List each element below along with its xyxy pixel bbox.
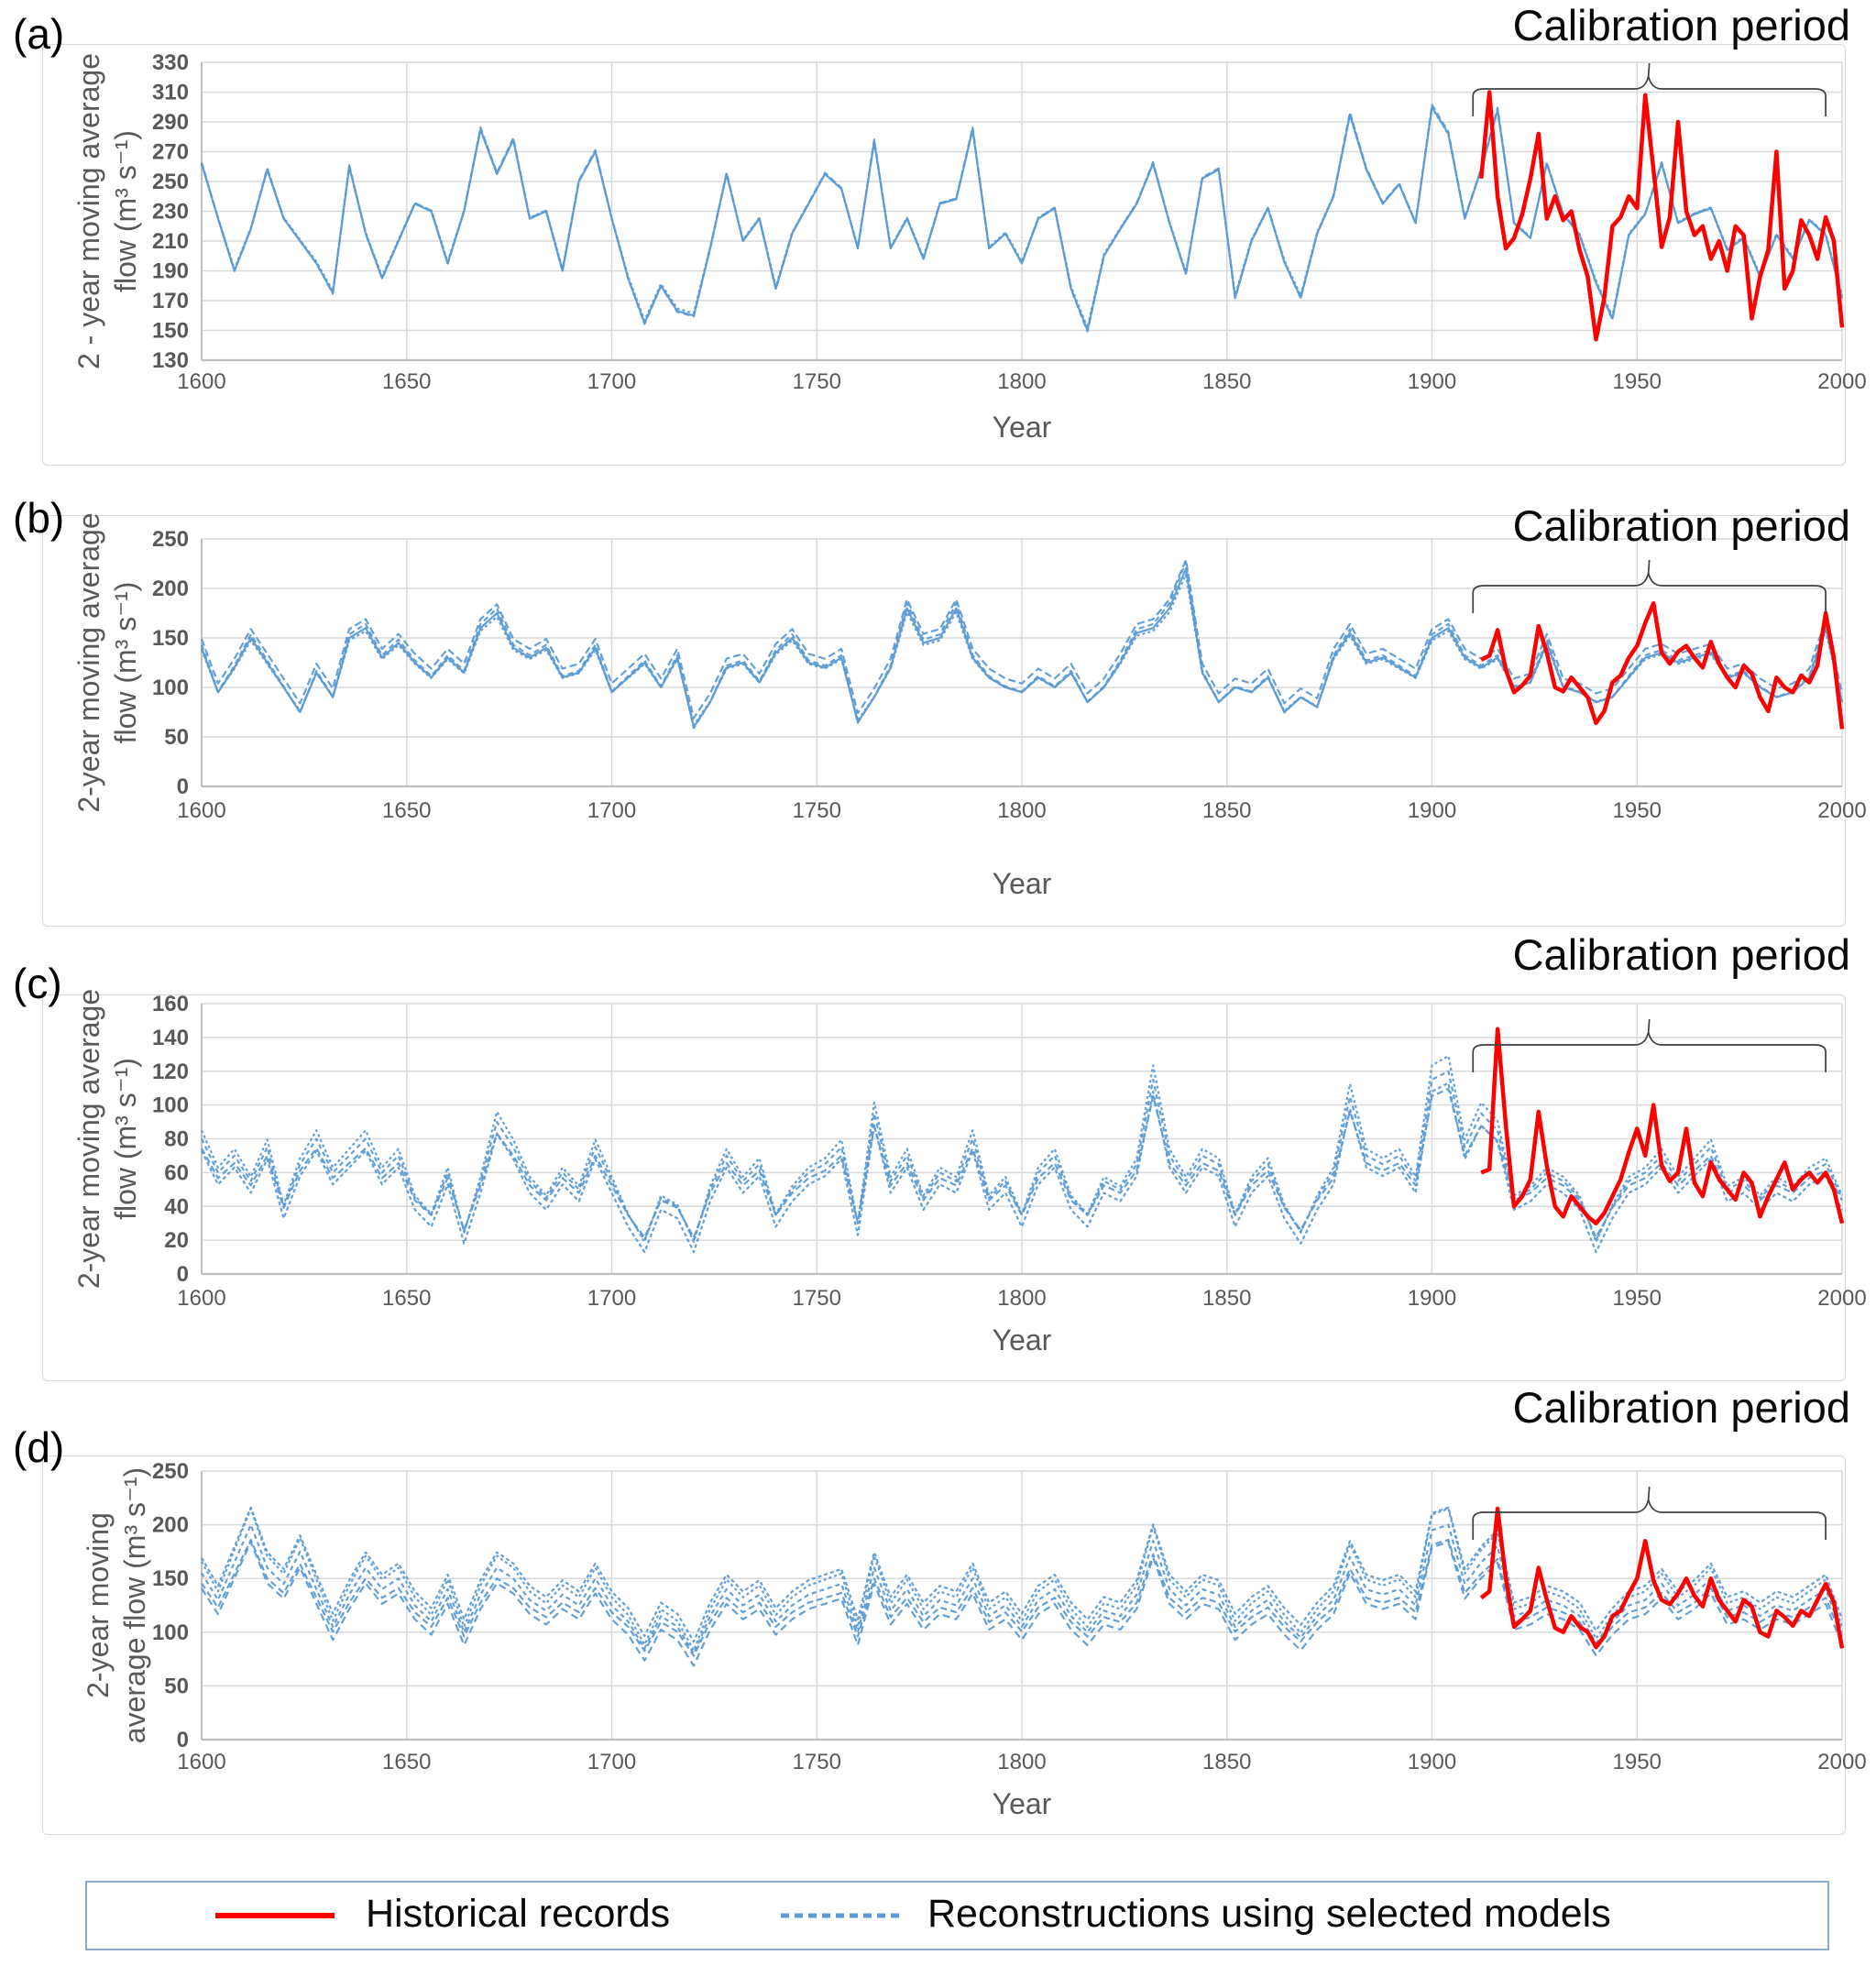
- panel-box-d: [42, 1455, 1846, 1835]
- x-axis-title-c: Year: [992, 1323, 1052, 1356]
- calibration-period-title-c: Calibration period: [1512, 930, 1850, 979]
- panel-box-b: [42, 515, 1846, 927]
- calibration-period-title-b: Calibration period: [1512, 501, 1850, 550]
- reconstructions-line-sample: [781, 1913, 901, 1918]
- panel-box-c: [42, 994, 1846, 1381]
- panel-box-a: [42, 44, 1846, 466]
- calibration-period-title-a: Calibration period: [1512, 1, 1850, 49]
- panel-letter-c: (c): [13, 960, 62, 1007]
- panel-letter-d: (d): [13, 1423, 65, 1471]
- calibration-period-title-d: Calibration period: [1512, 1383, 1850, 1432]
- x-axis-title-d: Year: [992, 1787, 1052, 1820]
- panel-letter-a: (a): [13, 10, 65, 58]
- x-axis-title-a: Year: [992, 411, 1052, 444]
- historical-records-line-sample: [215, 1913, 335, 1918]
- x-axis-title-b: Year: [992, 867, 1052, 900]
- panel-letter-b: (b): [13, 494, 65, 542]
- legend-label-historical: Historical records: [366, 1892, 671, 1936]
- legend-box: Historical records Reconstructions using…: [85, 1881, 1829, 1950]
- legend-label-reconstructions: Reconstructions using selected models: [927, 1892, 1611, 1936]
